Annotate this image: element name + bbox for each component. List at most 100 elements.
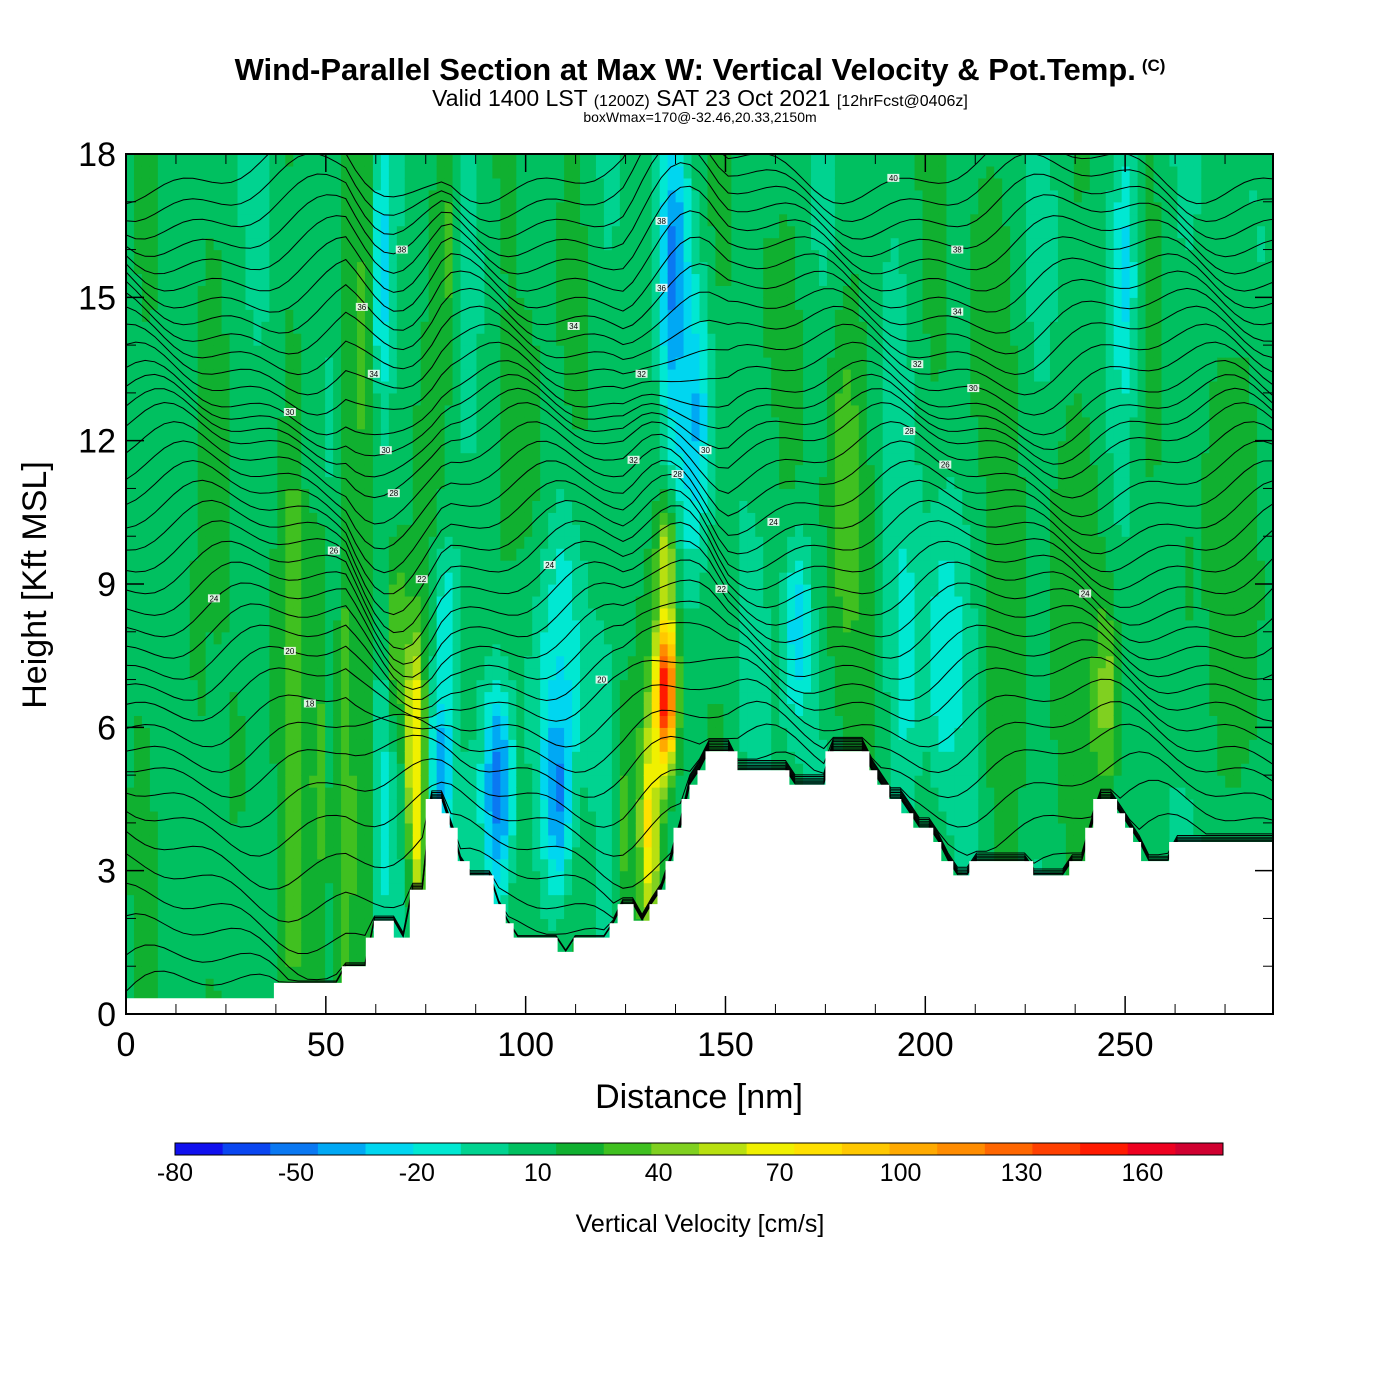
velocity-cell [548,643,557,657]
velocity-cell [197,858,207,872]
velocity-cell [611,655,621,669]
velocity-cell [245,512,255,525]
velocity-cell [651,476,661,490]
velocity-cell [126,954,135,967]
velocity-cell [635,309,645,322]
velocity-cell [468,404,478,418]
velocity-cell [141,404,151,418]
velocity-cell [364,357,374,370]
velocity-cell [572,894,581,908]
velocity-cell [141,846,151,860]
velocity-cell [253,775,263,788]
velocity-cell [301,380,310,394]
velocity-cell [221,643,231,657]
velocity-cell [293,165,302,179]
velocity-cell [261,440,270,454]
velocity-cell [508,691,517,705]
velocity-cell [141,261,151,275]
velocity-cell [508,775,517,788]
velocity-cell [556,763,565,776]
velocity-cell [221,691,231,705]
velocity-cell [277,810,286,824]
velocity-cell [564,787,573,800]
velocity-cell [364,333,374,346]
velocity-cell [141,428,151,442]
velocity-cell [619,703,629,716]
velocity-cell [468,452,478,466]
velocity-cell [643,452,653,466]
velocity-cell [651,464,661,478]
velocity-cell [667,165,677,179]
velocity-cell [564,380,573,394]
velocity-cell [572,548,581,561]
velocity-cell [149,978,159,991]
velocity-cell [205,990,215,1003]
velocity-cell [309,643,318,657]
velocity-cell [651,309,661,322]
velocity-cell [388,643,398,657]
velocity-cell [428,285,438,298]
velocity-cell [420,631,430,645]
velocity-cell [229,165,239,179]
velocity-cell [349,858,358,872]
velocity-cell [548,906,557,920]
velocity-cell [309,512,318,525]
velocity-cell [420,595,430,609]
velocity-cell [165,273,175,286]
velocity-cell [245,416,255,430]
velocity-cell [349,345,358,358]
velocity-cell [197,572,207,585]
velocity-cell [380,858,390,872]
velocity-cell [380,572,390,585]
velocity-cell [619,512,629,525]
velocity-cell [603,452,613,466]
velocity-cell [205,321,215,334]
velocity-cell [301,822,310,836]
velocity-cell [317,799,326,812]
velocity-cell [659,177,669,191]
velocity-cell [356,154,366,167]
velocity-cell [189,177,199,191]
velocity-cell [580,297,589,310]
velocity-cell [428,404,438,418]
velocity-cell [635,201,645,215]
velocity-cell [356,751,366,764]
velocity-cell [333,727,342,740]
velocity-cell [444,572,454,585]
velocity-cell [643,476,653,490]
velocity-cell [468,607,478,621]
velocity-cell [325,715,334,728]
velocity-cell [133,225,143,239]
velocity-cell [293,428,302,442]
velocity-cell [468,464,478,478]
velocity-cell [508,428,517,442]
velocity-cell [181,607,191,621]
velocity-cell [388,201,398,215]
velocity-cell [309,966,318,979]
velocity-cell [428,321,438,334]
velocity-cell [524,189,533,203]
velocity-cell [364,201,374,215]
velocity-cell [619,249,629,263]
velocity-cell [364,787,374,800]
velocity-cell [221,333,231,346]
velocity-cell [173,763,183,776]
velocity-cell [197,882,207,896]
velocity-cell [285,846,294,860]
velocity-cell [301,548,310,561]
velocity-cell [364,631,374,645]
velocity-cell [611,822,621,836]
velocity-cell [603,727,613,740]
velocity-cell [197,655,207,669]
velocity-cell [301,165,310,179]
velocity-cell [205,309,215,322]
velocity-cell [349,703,358,716]
velocity-cell [157,452,167,466]
velocity-cell [380,715,390,728]
velocity-cell [428,667,438,681]
velocity-cell [532,273,541,286]
velocity-cell [564,404,573,418]
velocity-cell [444,392,454,406]
velocity-cell [165,619,175,633]
velocity-cell [141,595,151,609]
